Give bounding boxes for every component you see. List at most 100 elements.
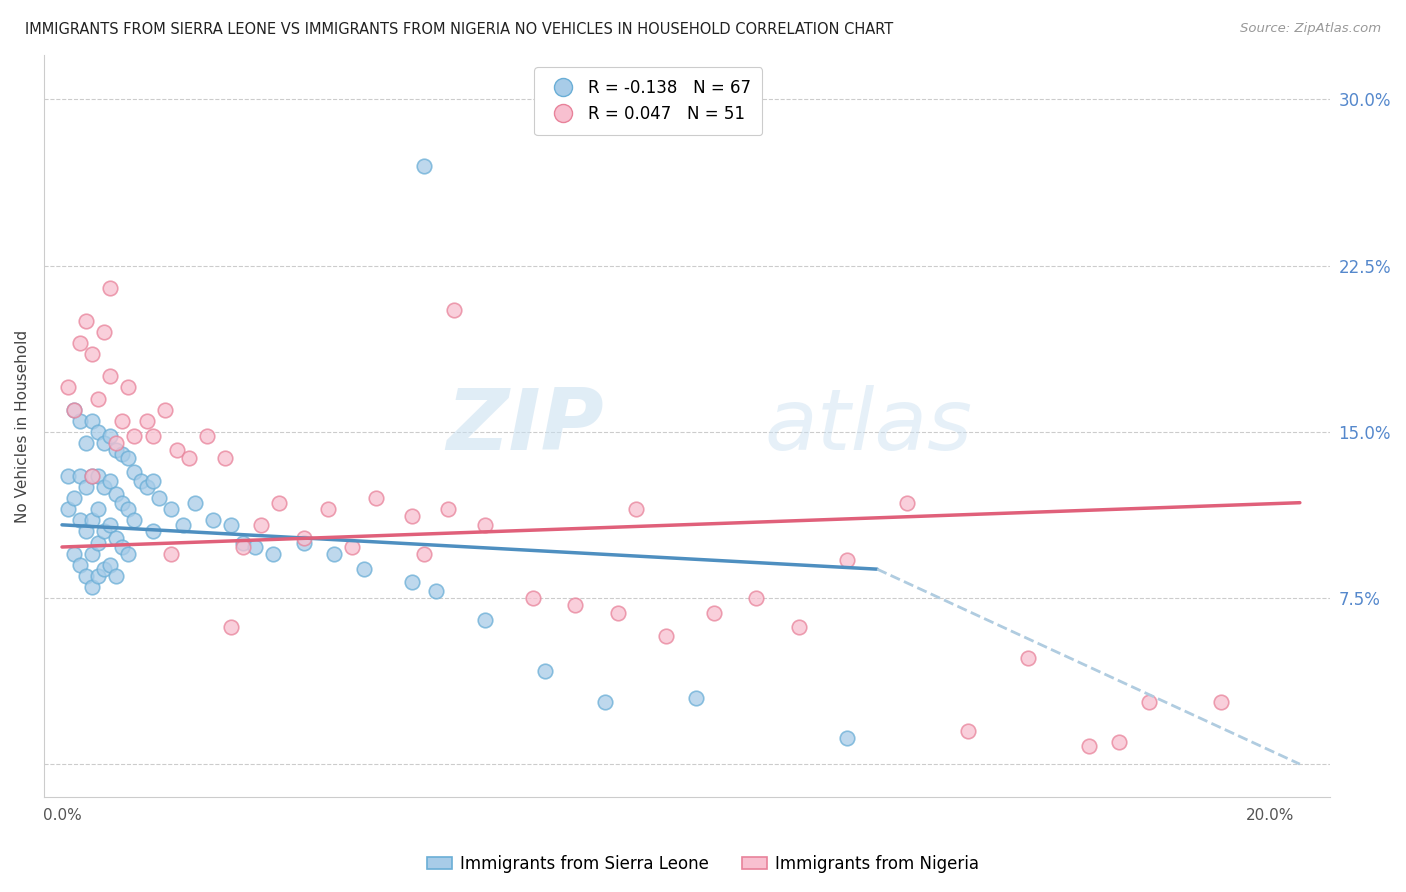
Point bbox=[82, 580, 104, 594]
Point bbox=[75, 435, 97, 450]
Point bbox=[69, 414, 91, 428]
Point bbox=[214, 451, 236, 466]
Point bbox=[292, 535, 315, 549]
Point bbox=[75, 314, 97, 328]
Point bbox=[177, 451, 200, 466]
Point bbox=[142, 429, 165, 443]
Point bbox=[69, 336, 91, 351]
Point bbox=[82, 469, 104, 483]
Point bbox=[69, 558, 91, 572]
Point bbox=[219, 517, 242, 532]
Point bbox=[124, 429, 146, 443]
Point bbox=[105, 569, 128, 583]
Point bbox=[105, 531, 128, 545]
Point bbox=[564, 598, 586, 612]
Point bbox=[153, 402, 176, 417]
Point bbox=[56, 469, 79, 483]
Point bbox=[87, 425, 110, 439]
Point bbox=[443, 302, 465, 317]
Point bbox=[148, 491, 170, 506]
Point bbox=[87, 502, 110, 516]
Point bbox=[93, 325, 115, 339]
Point bbox=[105, 435, 128, 450]
Point bbox=[353, 562, 375, 576]
Point bbox=[82, 469, 104, 483]
Point bbox=[98, 429, 121, 443]
Point bbox=[534, 664, 557, 678]
Point bbox=[82, 347, 104, 361]
Point bbox=[135, 480, 157, 494]
Point bbox=[1017, 650, 1039, 665]
Point bbox=[787, 620, 810, 634]
Point bbox=[98, 517, 121, 532]
Point bbox=[98, 558, 121, 572]
Point bbox=[82, 513, 104, 527]
Point bbox=[606, 607, 628, 621]
Point bbox=[474, 613, 496, 627]
Legend: Immigrants from Sierra Leone, Immigrants from Nigeria: Immigrants from Sierra Leone, Immigrants… bbox=[420, 848, 986, 880]
Point bbox=[166, 442, 188, 457]
Point bbox=[98, 369, 121, 384]
Point bbox=[93, 562, 115, 576]
Point bbox=[745, 591, 768, 605]
Point bbox=[87, 392, 110, 406]
Point bbox=[1211, 695, 1233, 709]
Point bbox=[364, 491, 387, 506]
Point bbox=[142, 474, 165, 488]
Point bbox=[624, 502, 647, 516]
Point bbox=[685, 690, 707, 705]
Point bbox=[135, 414, 157, 428]
Point bbox=[129, 474, 152, 488]
Point bbox=[896, 496, 918, 510]
Point bbox=[522, 591, 544, 605]
Point bbox=[87, 569, 110, 583]
Point bbox=[111, 414, 134, 428]
Point bbox=[835, 553, 858, 567]
Point bbox=[117, 451, 139, 466]
Point bbox=[75, 524, 97, 539]
Point bbox=[703, 607, 725, 621]
Point bbox=[93, 524, 115, 539]
Point bbox=[98, 474, 121, 488]
Point bbox=[82, 414, 104, 428]
Point bbox=[232, 535, 254, 549]
Text: Source: ZipAtlas.com: Source: ZipAtlas.com bbox=[1240, 22, 1381, 36]
Point bbox=[69, 513, 91, 527]
Point bbox=[111, 496, 134, 510]
Point bbox=[87, 469, 110, 483]
Point bbox=[1077, 739, 1099, 754]
Point bbox=[142, 524, 165, 539]
Point bbox=[63, 402, 86, 417]
Point bbox=[219, 620, 242, 634]
Point bbox=[292, 531, 315, 545]
Legend: R = -0.138   N = 67, R = 0.047   N = 51: R = -0.138 N = 67, R = 0.047 N = 51 bbox=[534, 67, 762, 135]
Y-axis label: No Vehicles in Household: No Vehicles in Household bbox=[15, 330, 30, 523]
Point bbox=[105, 442, 128, 457]
Point bbox=[269, 496, 291, 510]
Point bbox=[75, 569, 97, 583]
Point bbox=[655, 629, 678, 643]
Point bbox=[69, 469, 91, 483]
Point bbox=[87, 535, 110, 549]
Point bbox=[63, 402, 86, 417]
Point bbox=[437, 502, 460, 516]
Point bbox=[262, 547, 284, 561]
Text: ZIP: ZIP bbox=[446, 384, 603, 467]
Point bbox=[75, 480, 97, 494]
Text: atlas: atlas bbox=[763, 384, 972, 467]
Point bbox=[93, 435, 115, 450]
Point bbox=[201, 513, 224, 527]
Point bbox=[316, 502, 339, 516]
Point bbox=[124, 513, 146, 527]
Point bbox=[425, 584, 447, 599]
Point bbox=[1137, 695, 1160, 709]
Point bbox=[413, 159, 436, 173]
Point bbox=[117, 547, 139, 561]
Point bbox=[56, 502, 79, 516]
Point bbox=[956, 723, 979, 738]
Point bbox=[111, 447, 134, 461]
Point bbox=[159, 547, 181, 561]
Point bbox=[172, 517, 194, 532]
Point bbox=[595, 695, 617, 709]
Point bbox=[82, 547, 104, 561]
